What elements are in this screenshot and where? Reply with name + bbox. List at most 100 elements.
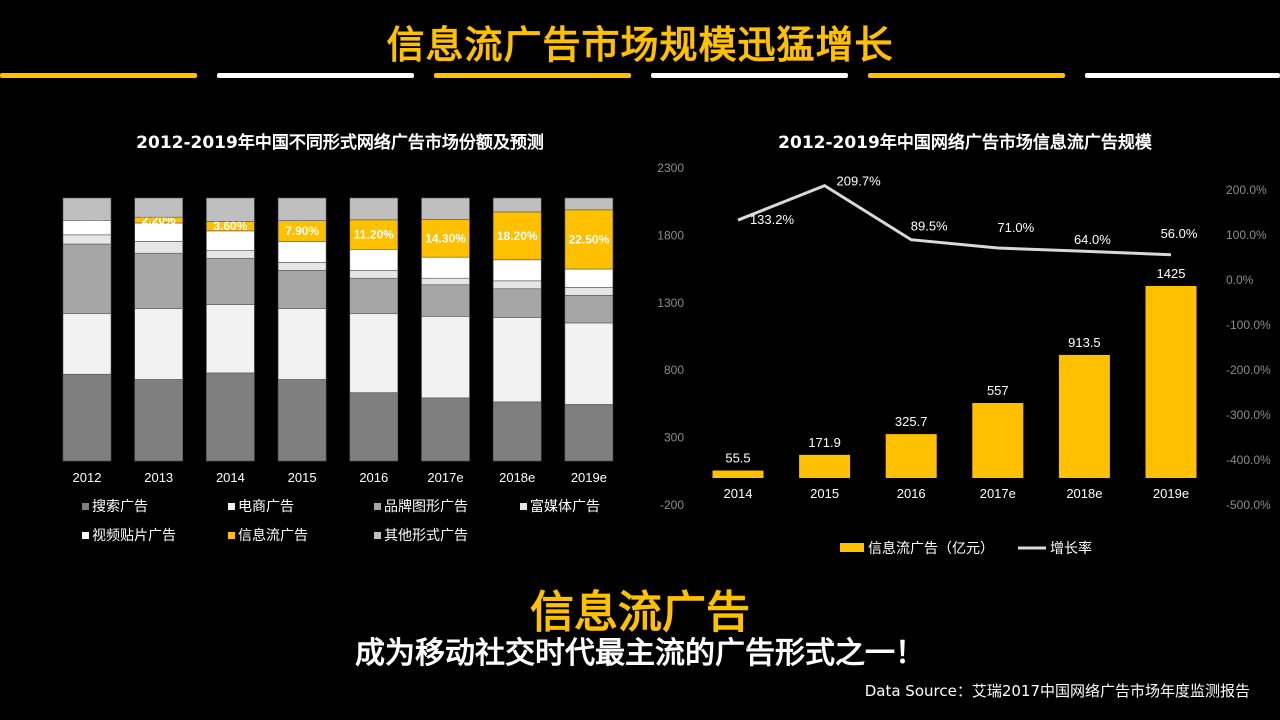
stacked-bar-segment-视频贴片广告 xyxy=(277,241,327,263)
scale-bar xyxy=(1058,354,1110,478)
growth-rate-line xyxy=(737,183,1172,257)
stacked-bar-segment-搜索广告 xyxy=(62,373,112,462)
stacked-bar-segment-其他形式广告 xyxy=(421,197,470,220)
stacked-bar-segment-品牌图形广告 xyxy=(421,284,470,317)
stacked-bar-segment-富媒体广告 xyxy=(62,234,112,245)
share-data-label: 18.20% xyxy=(497,229,538,243)
stacked-bar-segment-电商广告 xyxy=(564,322,614,405)
legend-label: 视频贴片广告 xyxy=(92,527,176,543)
stacked-bar-segment-品牌图形广告 xyxy=(564,295,614,324)
stacked-bar-segment-电商广告 xyxy=(134,308,183,380)
stacked-bar-segment-电商广告 xyxy=(492,317,542,403)
right-axis-tick: 0.0% xyxy=(1226,273,1254,287)
bar-value-label: 557 xyxy=(987,383,1009,398)
stacked-bar-segment-信息流广告 xyxy=(421,219,470,258)
growth-rate-label: 56.0% xyxy=(1161,226,1198,241)
growth-rate-label: 89.5% xyxy=(911,219,948,234)
stacked-bar-segment-其他形式广告 xyxy=(277,197,327,221)
stacked-bar-segment-搜索广告 xyxy=(134,379,183,462)
growth-rate-label: 64.0% xyxy=(1074,232,1111,247)
stacked-bar-segment-搜索广告 xyxy=(421,397,470,462)
x-tick-label: 2012 xyxy=(73,470,102,485)
stacked-bar-segment-搜索广告 xyxy=(349,392,399,462)
tagline: 成为移动社交时代最主流的广告形式之一！ xyxy=(355,636,925,671)
right-axis-tick: -400.0% xyxy=(1226,453,1271,467)
stacked-bar-segment-其他形式广告 xyxy=(492,197,542,213)
stacked-bar-segment-视频贴片广告 xyxy=(492,259,542,282)
stacked-bar-segment-视频贴片广告 xyxy=(564,268,614,288)
left-chart-title: 2012-2019年中国不同形式网络广告市场份额及预测 xyxy=(136,133,544,153)
stacked-bar-segment-视频贴片广告 xyxy=(349,248,399,271)
stacked-bar-segment-信息流广告 xyxy=(564,209,614,270)
stacked-bar-segment-电商广告 xyxy=(277,308,327,380)
scale-bar xyxy=(799,454,851,478)
legend-label: 信息流广告（亿元） xyxy=(868,540,994,556)
legend-label: 其他形式广告 xyxy=(384,527,468,543)
stacked-bar-segment-信息流广告 xyxy=(349,219,399,250)
x-tick-label: 2015 xyxy=(288,470,317,485)
stacked-bar-segment-品牌图形广告 xyxy=(349,277,399,315)
x-tick-label: 2019e xyxy=(571,470,607,485)
right-chart-title: 2012-2019年中国网络广告市场信息流广告规模 xyxy=(778,133,1152,153)
share-data-label: 7.90% xyxy=(285,224,319,238)
stacked-bar-segment-富媒体广告 xyxy=(349,270,399,279)
stacked-bar-segment-其他形式广告 xyxy=(564,197,614,211)
stacked-bar-segment-电商广告 xyxy=(421,316,470,399)
legend-swatch xyxy=(228,532,235,539)
legend-swatch xyxy=(520,503,527,510)
bar-value-label: 325.7 xyxy=(895,414,928,429)
x-tick-label: 2018e xyxy=(1066,486,1102,501)
data-source: Data Source：艾瑞2017中国网络广告市场年度监测报告 xyxy=(864,682,1250,700)
stacked-bar-segment-搜索广告 xyxy=(564,404,614,462)
right-axis-tick: 100.0% xyxy=(1226,228,1267,242)
x-tick-label: 2014 xyxy=(216,470,245,485)
legend-label: 品牌图形广告 xyxy=(384,498,468,514)
share-data-label: 3.60% xyxy=(213,219,247,233)
stacked-bar-segment-信息流广告 xyxy=(492,211,542,261)
legend-swatch xyxy=(228,503,235,510)
scale-bar xyxy=(1145,286,1197,478)
title-rule-2 xyxy=(217,73,414,78)
legend-swatch xyxy=(374,503,381,510)
left-axis-tick: 1300 xyxy=(657,296,684,310)
stacked-bar-segment-其他形式广告 xyxy=(134,197,183,218)
title-rule-1 xyxy=(0,73,197,78)
legend-swatch xyxy=(82,532,89,539)
stacked-bar-segment-其他形式广告 xyxy=(62,197,112,221)
stacked-bar-segment-品牌图形广告 xyxy=(206,258,255,305)
legend-label: 增长率 xyxy=(1050,540,1092,556)
title-rule-4 xyxy=(651,73,848,78)
title-rule-5 xyxy=(868,73,1065,78)
stacked-bar-segment-品牌图形广告 xyxy=(62,243,112,315)
stacked-bar-segment-其他形式广告 xyxy=(349,197,399,221)
x-tick-label: 2018e xyxy=(499,470,535,485)
stacked-bar-segment-富媒体广告 xyxy=(206,250,255,259)
x-tick-label: 2017e xyxy=(427,470,463,485)
x-tick-label: 2019e xyxy=(1153,486,1189,501)
left-axis-tick: 2300 xyxy=(657,161,684,175)
right-axis-tick: 200.0% xyxy=(1226,183,1267,197)
x-tick-label: 2013 xyxy=(144,470,173,485)
stacked-bar-segment-富媒体广告 xyxy=(564,287,614,296)
right-axis-tick: -200.0% xyxy=(1226,363,1271,377)
growth-rate-label: 133.2% xyxy=(750,212,795,227)
page-title: 信息流广告市场规模迅猛增长 xyxy=(386,23,894,67)
scale-bar xyxy=(972,402,1024,478)
legend-label: 电商广告 xyxy=(238,498,294,514)
stacked-bar-segment-富媒体广告 xyxy=(134,241,183,254)
stacked-bar-segment-搜索广告 xyxy=(492,401,542,462)
share-data-label: 14.30% xyxy=(425,231,466,245)
legend-swatch xyxy=(374,532,381,539)
stacked-bar-segment-搜索广告 xyxy=(277,379,327,462)
left-axis-tick: 1800 xyxy=(657,228,684,242)
right-axis-tick: -100.0% xyxy=(1226,318,1271,332)
headline: 信息流广告 xyxy=(530,587,750,638)
stacked-bar-segment-其他形式广告 xyxy=(206,197,255,222)
right-axis-tick: -500.0% xyxy=(1226,498,1271,512)
left-axis-tick: -200 xyxy=(660,498,684,512)
stacked-bar-segment-电商广告 xyxy=(349,313,399,393)
stacked-bar-segment-电商广告 xyxy=(62,313,112,375)
stacked-bar-segment-富媒体广告 xyxy=(277,262,327,271)
scale-bar xyxy=(712,470,764,478)
